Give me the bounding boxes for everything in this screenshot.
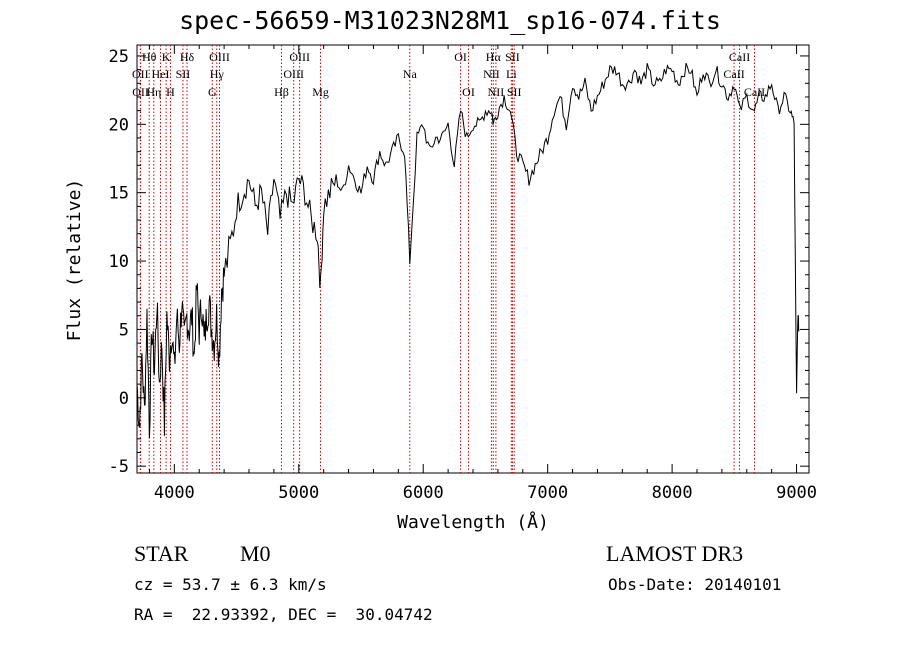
line-label: CaII [723, 67, 744, 81]
chart-title: spec-56659-M31023N28M1_sp16-074.fits [179, 6, 721, 35]
subclass: M0 [240, 541, 271, 566]
line-markers [139, 45, 755, 473]
object-class: STAR [134, 541, 189, 566]
line-label: H [166, 85, 175, 99]
y-tick-label: 20 [109, 115, 129, 135]
line-label: SII [507, 85, 522, 99]
line-label: NII [483, 67, 500, 81]
line-label: G [208, 85, 217, 99]
line-label: SII [176, 67, 191, 81]
line-label: SII [505, 50, 520, 64]
x-tick-label: 4000 [154, 483, 195, 503]
x-axis: 4000 5000 6000 7000 8000 9000 [148, 45, 817, 503]
line-label: Hγ [210, 67, 225, 81]
line-label: Li [506, 67, 517, 81]
series-layer [136, 62, 800, 439]
line-label: OI [462, 85, 475, 99]
line-label: Hα [486, 50, 502, 64]
line-label: HeI [152, 67, 170, 81]
line-label: OII [132, 85, 149, 99]
spectrum-line [136, 62, 800, 439]
x-tick-label: 7000 [527, 483, 568, 503]
line-label: CaII [729, 50, 750, 64]
obs-date: Obs-Date: 20140101 [608, 575, 782, 594]
x-tick-label: 8000 [652, 483, 693, 503]
line-label: CaII [744, 85, 765, 99]
y-axis: -5 0 5 10 15 20 25 [109, 47, 809, 477]
line-label: NII [488, 85, 505, 99]
line-label: K [162, 50, 171, 64]
survey-name: LAMOST DR3 [606, 541, 744, 566]
y-tick-label: 10 [109, 252, 129, 272]
line-label: Hδ [180, 50, 195, 64]
x-tick-label: 9000 [776, 483, 817, 503]
line-label: OI [454, 50, 467, 64]
y-tick-label: 0 [119, 389, 129, 409]
line-label: Hβ [274, 85, 289, 99]
line-label: OII [132, 67, 149, 81]
x-tick-label: 6000 [403, 483, 444, 503]
plot-frame [136, 44, 810, 474]
line-label: Hη [146, 85, 161, 99]
line-label: OIII [283, 67, 304, 81]
line-label: OIII [209, 50, 230, 64]
y-tick-label: 5 [119, 320, 129, 340]
y-tick-label: 25 [109, 47, 129, 67]
redshift-value: cz = 53.7 ± 6.3 km/s [134, 575, 327, 594]
line-label: Na [403, 67, 418, 81]
y-axis-label: Flux (relative) [64, 179, 85, 342]
x-axis-label: Wavelength (Å) [397, 511, 549, 533]
line-label: Mg [312, 85, 329, 99]
x-tick-label: 5000 [278, 483, 319, 503]
line-label: Hθ [142, 50, 157, 64]
y-tick-label: 15 [109, 184, 129, 204]
coordinates: RA = 22.93392, DEC = 30.04742 [134, 605, 433, 624]
y-tick-label: -5 [109, 457, 129, 477]
line-label: OIII [289, 50, 310, 64]
